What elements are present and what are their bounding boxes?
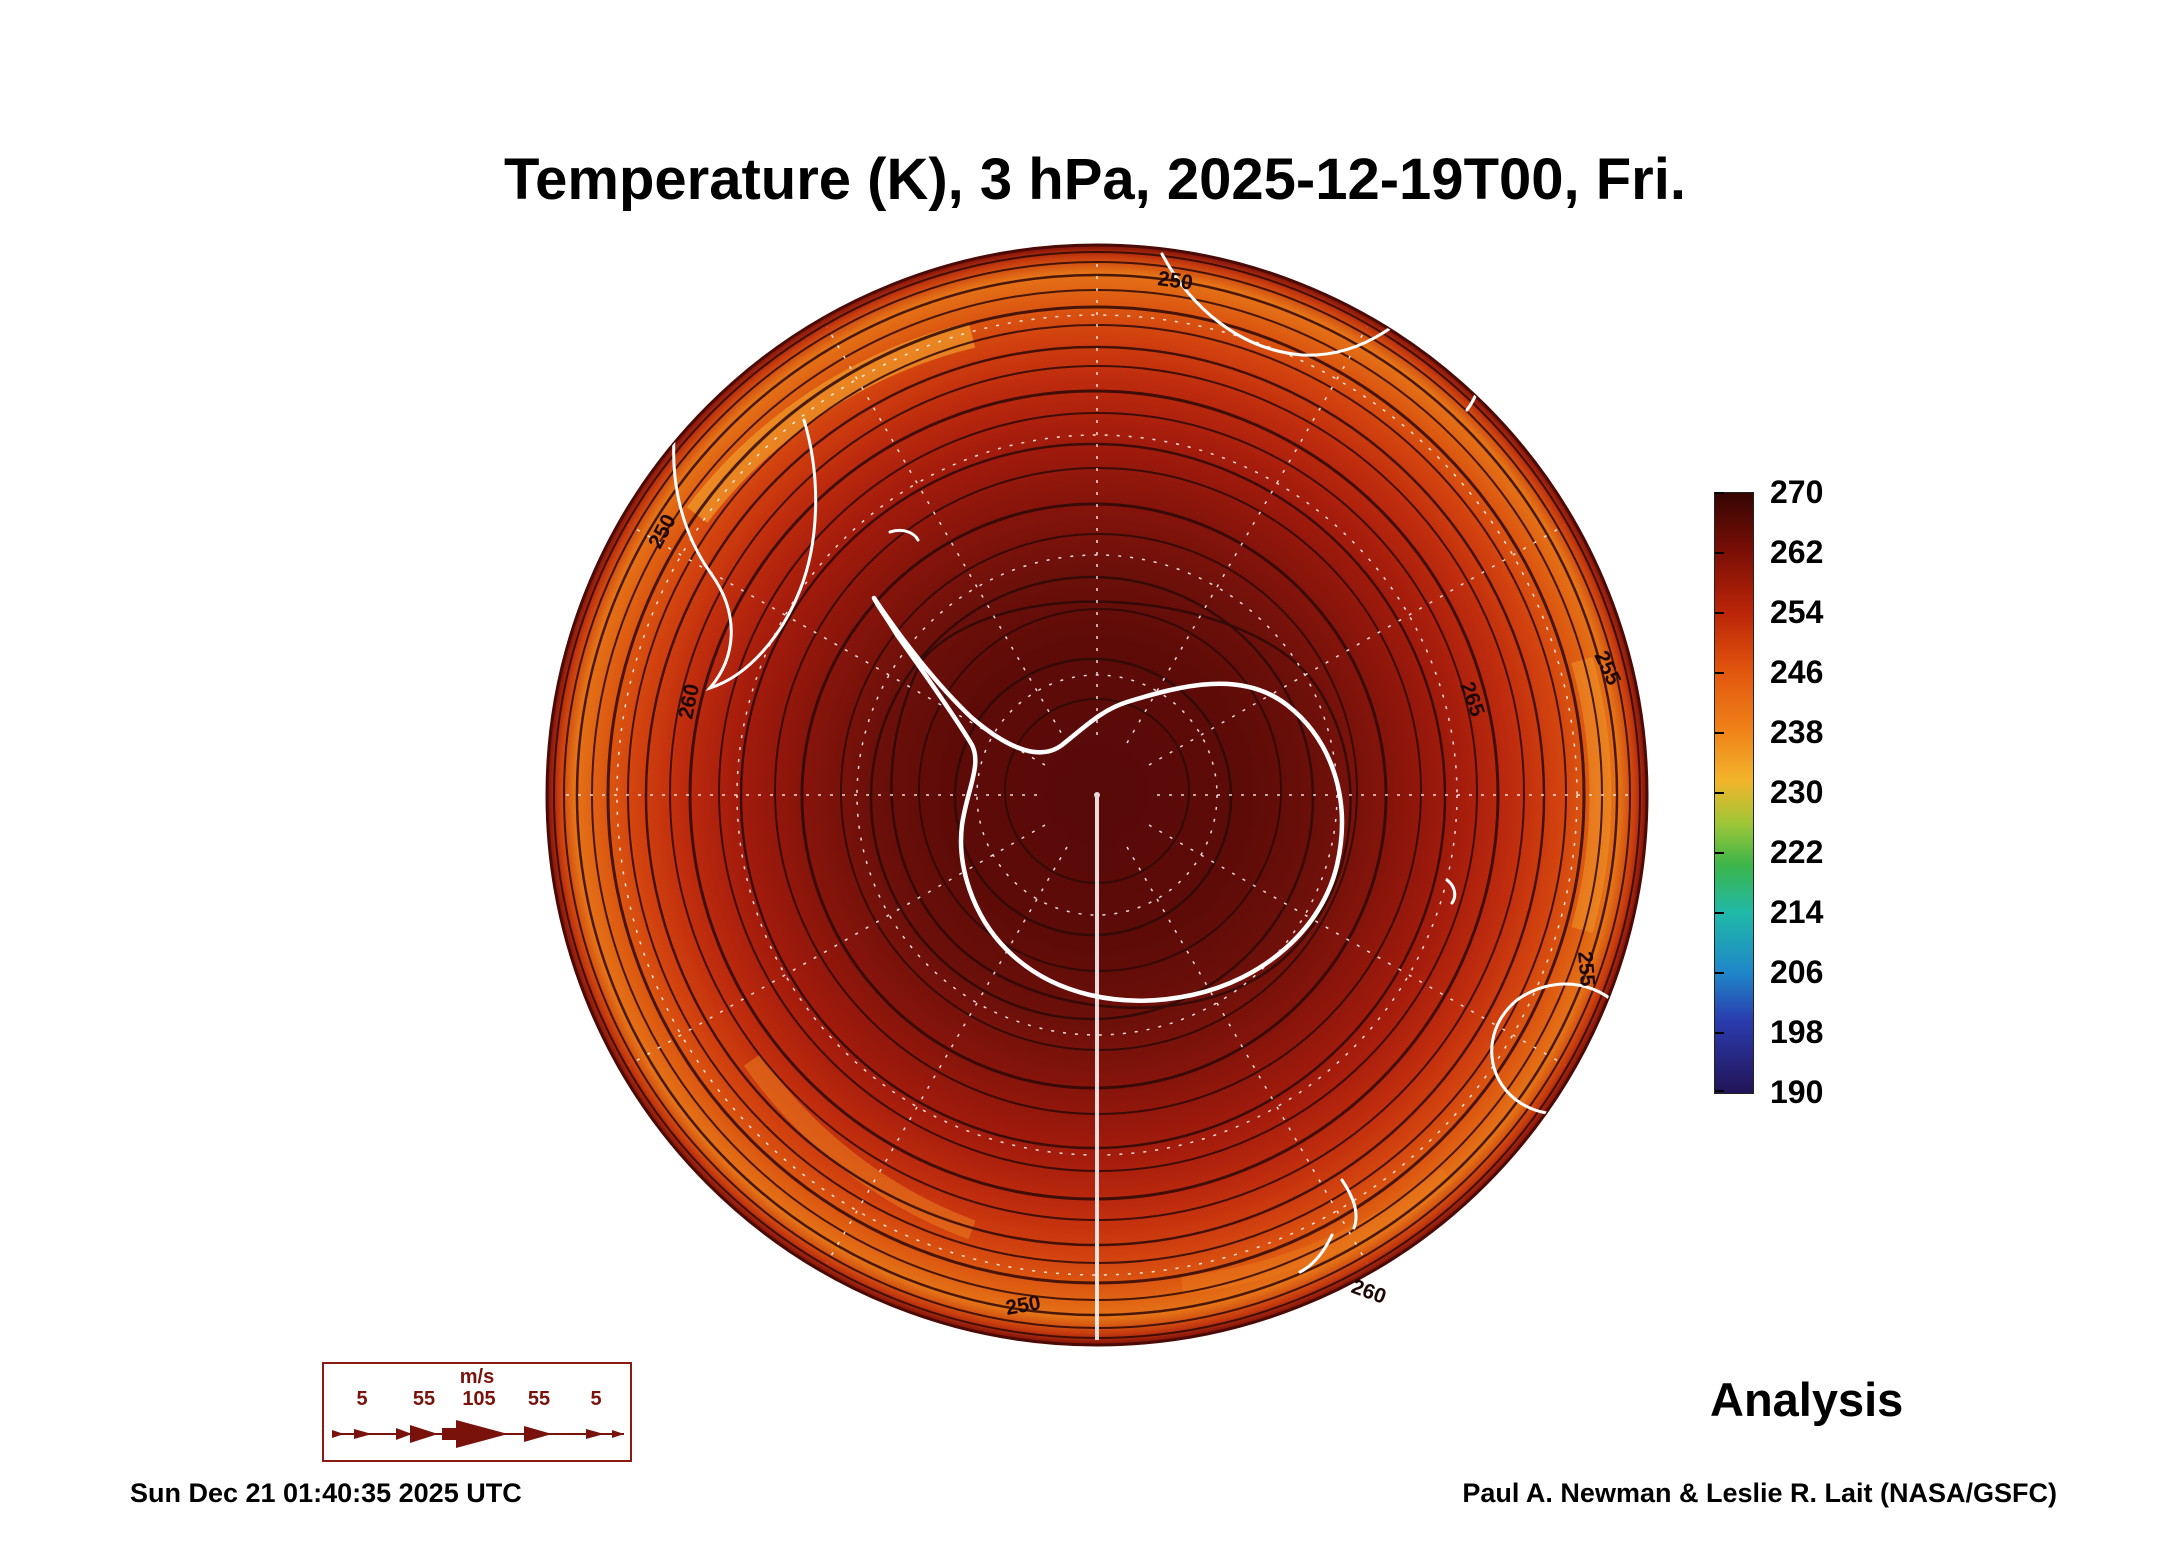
wind-barb-scale-icon	[332, 1420, 624, 1448]
colorbar-tick	[1715, 672, 1724, 674]
colorbar-tick	[1715, 912, 1724, 914]
colorbar-tick-label: 262	[1770, 534, 1824, 570]
south-pole-marker	[1094, 792, 1100, 798]
wind-scale-value: 5	[590, 1388, 602, 1410]
analysis-label: Analysis	[1710, 1373, 1904, 1426]
timestamp-label: Sun Dec 21 01:40:35 2025 UTC	[130, 1478, 522, 1508]
contour-label: 260	[1348, 1275, 1389, 1309]
credit-label: Paul A. Newman & Leslie R. Lait (NASA/GS…	[1462, 1478, 2057, 1508]
colorbar-tick	[1715, 492, 1724, 494]
colorbar: 270 262 254 246 238 230 222 214 206 198 …	[1714, 474, 1854, 1110]
colorbar-tick-label: 222	[1770, 834, 1824, 870]
colorbar-tick-label: 214	[1770, 894, 1824, 930]
antarctica-coastline	[871, 595, 1345, 1003]
polar-map: 250 250 260 265 255 250 260 255	[545, 243, 1649, 1347]
colorbar-tick	[1715, 732, 1724, 734]
colorbar-tick-label: 206	[1770, 954, 1824, 990]
wind-scale-value: 55	[527, 1388, 551, 1410]
graticule	[557, 255, 1637, 1340]
wind-scale-value: 5	[356, 1388, 368, 1410]
colorbar-tick-label: 246	[1770, 654, 1824, 690]
colorbar-tick-label: 198	[1770, 1014, 1824, 1050]
colorbar-tick	[1715, 1032, 1724, 1034]
wind-scale-value: 105	[462, 1388, 496, 1410]
wind-scale-legend: m/s 5 55 105 55 5	[322, 1362, 632, 1462]
colorbar-tick	[1715, 612, 1724, 614]
wind-units-label: m/s	[459, 1366, 495, 1388]
colorbar-tick	[1715, 792, 1724, 794]
colorbar-tick-label: 270	[1770, 474, 1824, 510]
wind-scale-value: 55	[412, 1388, 436, 1410]
colorbar-tick	[1715, 972, 1724, 974]
contour-label: 255	[1573, 950, 1599, 987]
contour-label: 250	[1156, 267, 1194, 295]
colorbar-tick-label: 254	[1770, 594, 1824, 630]
colorbar-tick	[1715, 1090, 1724, 1092]
colorbar-tick-label: 238	[1770, 714, 1824, 750]
colorbar-tick-label: 230	[1770, 774, 1824, 810]
colorbar-tick-label: 190	[1770, 1074, 1824, 1110]
colorbar-tick	[1715, 852, 1724, 854]
colorbar-tick	[1715, 552, 1724, 554]
chart-title: Temperature (K), 3 hPa, 2025-12-19T00, F…	[504, 147, 1686, 212]
